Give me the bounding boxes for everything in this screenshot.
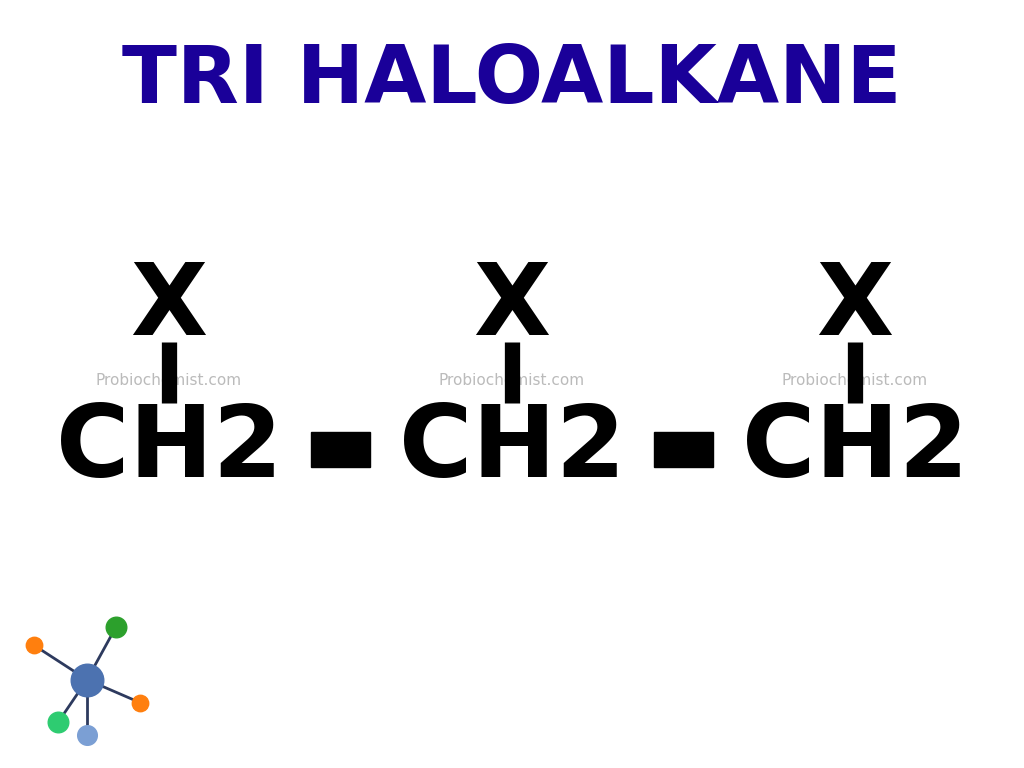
Text: CH2: CH2 bbox=[55, 401, 283, 498]
Point bbox=[79, 674, 95, 686]
Text: CH2: CH2 bbox=[398, 401, 626, 498]
Text: X: X bbox=[473, 259, 551, 356]
Text: Probiochemist.com: Probiochemist.com bbox=[96, 372, 242, 388]
Text: Probiochemist.com: Probiochemist.com bbox=[439, 372, 585, 388]
Point bbox=[50, 716, 67, 728]
Text: TRI HALOALKANE: TRI HALOALKANE bbox=[122, 41, 902, 120]
Text: X: X bbox=[130, 259, 208, 356]
Text: X: X bbox=[816, 259, 894, 356]
Point bbox=[132, 697, 148, 709]
Text: Probiochemist.com: Probiochemist.com bbox=[782, 372, 928, 388]
Point bbox=[26, 639, 42, 651]
Point bbox=[108, 621, 124, 634]
FancyBboxPatch shape bbox=[653, 432, 713, 467]
Text: CH2: CH2 bbox=[741, 401, 969, 498]
Point bbox=[79, 729, 95, 741]
FancyBboxPatch shape bbox=[311, 432, 371, 467]
